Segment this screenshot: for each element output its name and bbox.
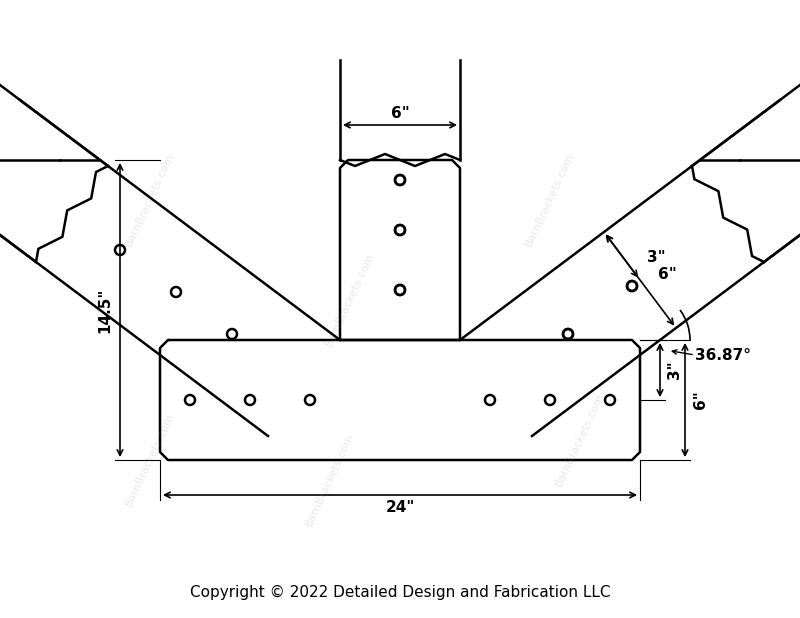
Text: BarnBrackets.com: BarnBrackets.com — [124, 152, 176, 248]
Text: 6": 6" — [693, 391, 707, 409]
Text: 6": 6" — [658, 268, 677, 282]
Text: BarnBrackets.com: BarnBrackets.com — [524, 152, 576, 248]
Text: 3": 3" — [667, 361, 682, 379]
Text: 24": 24" — [386, 499, 414, 515]
Text: 3": 3" — [647, 250, 666, 266]
Text: 36.87°: 36.87° — [695, 347, 751, 363]
Text: BarnBrackets.com: BarnBrackets.com — [124, 412, 176, 508]
Text: BarnBrackets.com: BarnBrackets.com — [554, 392, 606, 488]
Text: BarnBrackets.com: BarnBrackets.com — [304, 432, 356, 528]
Text: BarnBrackets.com: BarnBrackets.com — [324, 252, 376, 348]
Text: 14.5": 14.5" — [98, 287, 113, 332]
Text: Copyright © 2022 Detailed Design and Fabrication LLC: Copyright © 2022 Detailed Design and Fab… — [190, 585, 610, 599]
Text: 6": 6" — [390, 106, 410, 121]
